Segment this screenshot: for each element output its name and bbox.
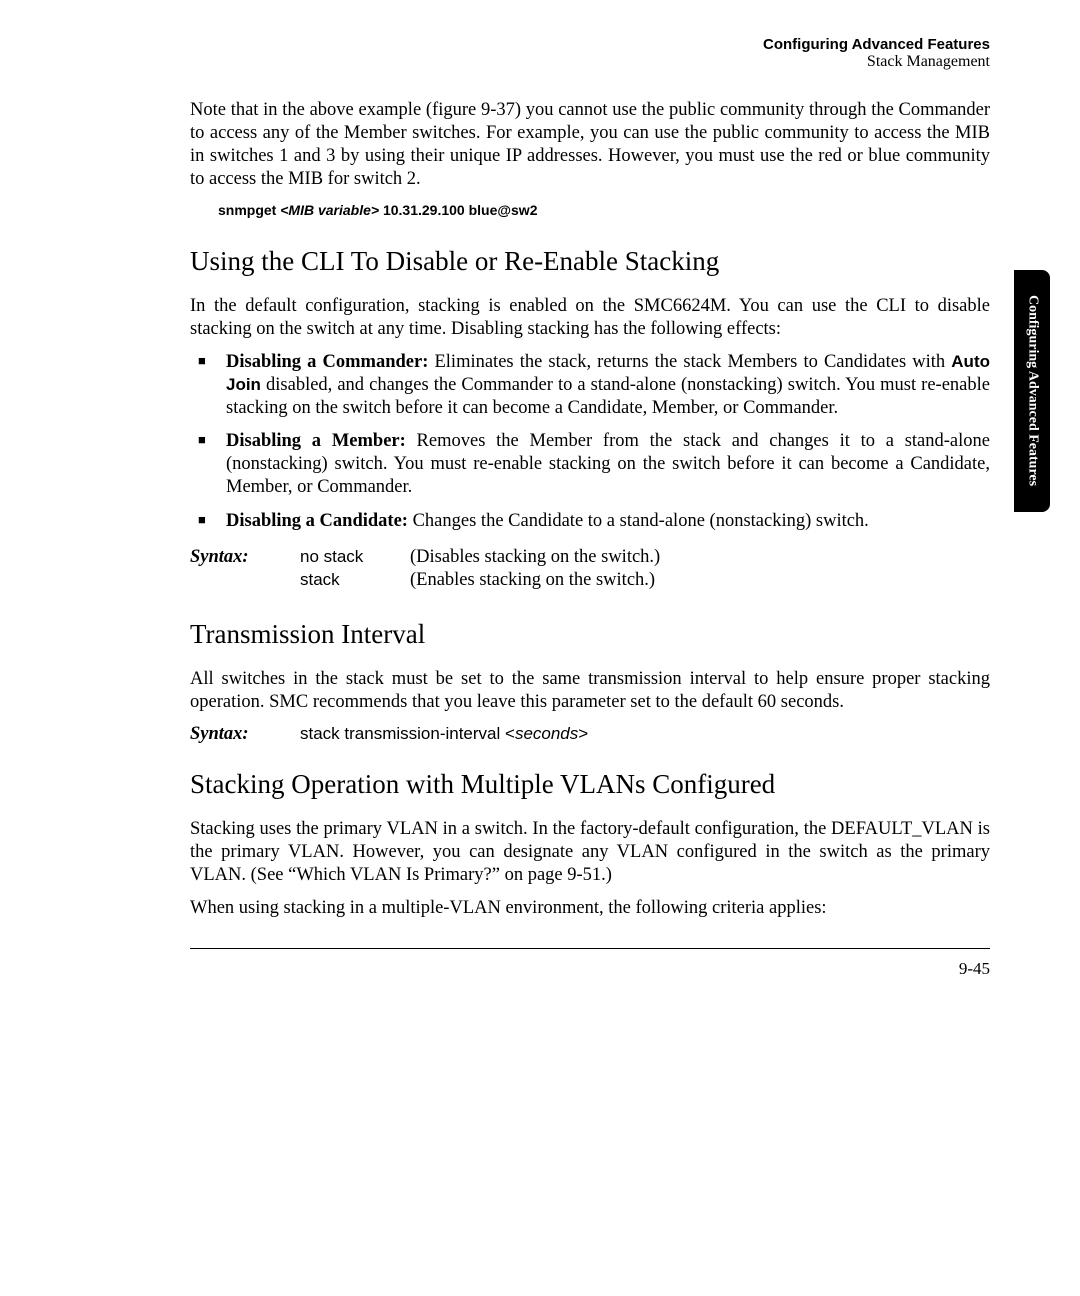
section1-title: Using the CLI To Disable or Re-Enable St… xyxy=(190,246,990,277)
header-section: Stack Management xyxy=(190,53,990,71)
syntax-desc: (Disables stacking on the switch.) xyxy=(410,547,990,568)
section3-para1: Stacking uses the primary VLAN in a swit… xyxy=(190,818,990,887)
footer-rule xyxy=(190,948,990,949)
section1-bullets: Disabling a Commander: Eliminates the st… xyxy=(190,351,990,533)
section3-title: Stacking Operation with Multiple VLANs C… xyxy=(190,769,990,800)
syntax-label: Syntax: xyxy=(190,724,300,745)
list-item: Disabling a Member: Removes the Member f… xyxy=(190,430,990,499)
snmp-prefix: snmpget xyxy=(218,202,280,218)
running-header: Configuring Advanced Features Stack Mana… xyxy=(190,36,990,71)
syntax-cmd-line: stack transmission-interval <seconds> xyxy=(300,724,990,745)
section1-para: In the default configuration, stacking i… xyxy=(190,295,990,341)
snmp-var: <MIB variable> xyxy=(280,202,379,218)
bullet-lead: Disabling a Commander: xyxy=(226,352,428,372)
section2-syntax: Syntax: stack transmission-interval <sec… xyxy=(190,724,990,745)
syntax-cmd: no stack xyxy=(300,547,410,568)
snmp-example: snmpget <MIB variable> 10.31.29.100 blue… xyxy=(218,202,990,218)
section2-para: All switches in the stack must be set to… xyxy=(190,668,990,714)
page: Configuring Advanced Features Stack Mana… xyxy=(0,0,1080,1296)
intro-paragraph: Note that in the above example (figure 9… xyxy=(190,99,990,192)
header-chapter: Configuring Advanced Features xyxy=(190,36,990,53)
list-item: Disabling a Commander: Eliminates the st… xyxy=(190,351,990,420)
section3-para2: When using stacking in a multiple-VLAN e… xyxy=(190,897,990,920)
cmd-suffix: > xyxy=(578,724,588,743)
section1-syntax: Syntax: no stack (Disables stacking on t… xyxy=(190,547,990,591)
bullet-lead: Disabling a Member: xyxy=(226,431,406,451)
syntax-cmd: stack xyxy=(300,570,410,591)
section2-title: Transmission Interval xyxy=(190,619,990,650)
list-item: Disabling a Candidate: Changes the Candi… xyxy=(190,510,990,533)
cmd-arg: seconds xyxy=(515,724,578,743)
bullet-lead: Disabling a Candidate: xyxy=(226,511,408,531)
syntax-label: Syntax: xyxy=(190,547,300,568)
bullet-text-a: Eliminates the stack, returns the stack … xyxy=(428,352,951,372)
page-number: 9-45 xyxy=(190,959,990,979)
bullet-text-a: Changes the Candidate to a stand-alone (… xyxy=(408,511,869,531)
bullet-text-b: disabled, and changes the Commander to a… xyxy=(226,375,990,418)
cmd-prefix: stack transmission-interval < xyxy=(300,724,515,743)
syntax-desc: (Enables stacking on the switch.) xyxy=(410,570,990,591)
snmp-suffix: 10.31.29.100 blue@sw2 xyxy=(379,202,537,218)
